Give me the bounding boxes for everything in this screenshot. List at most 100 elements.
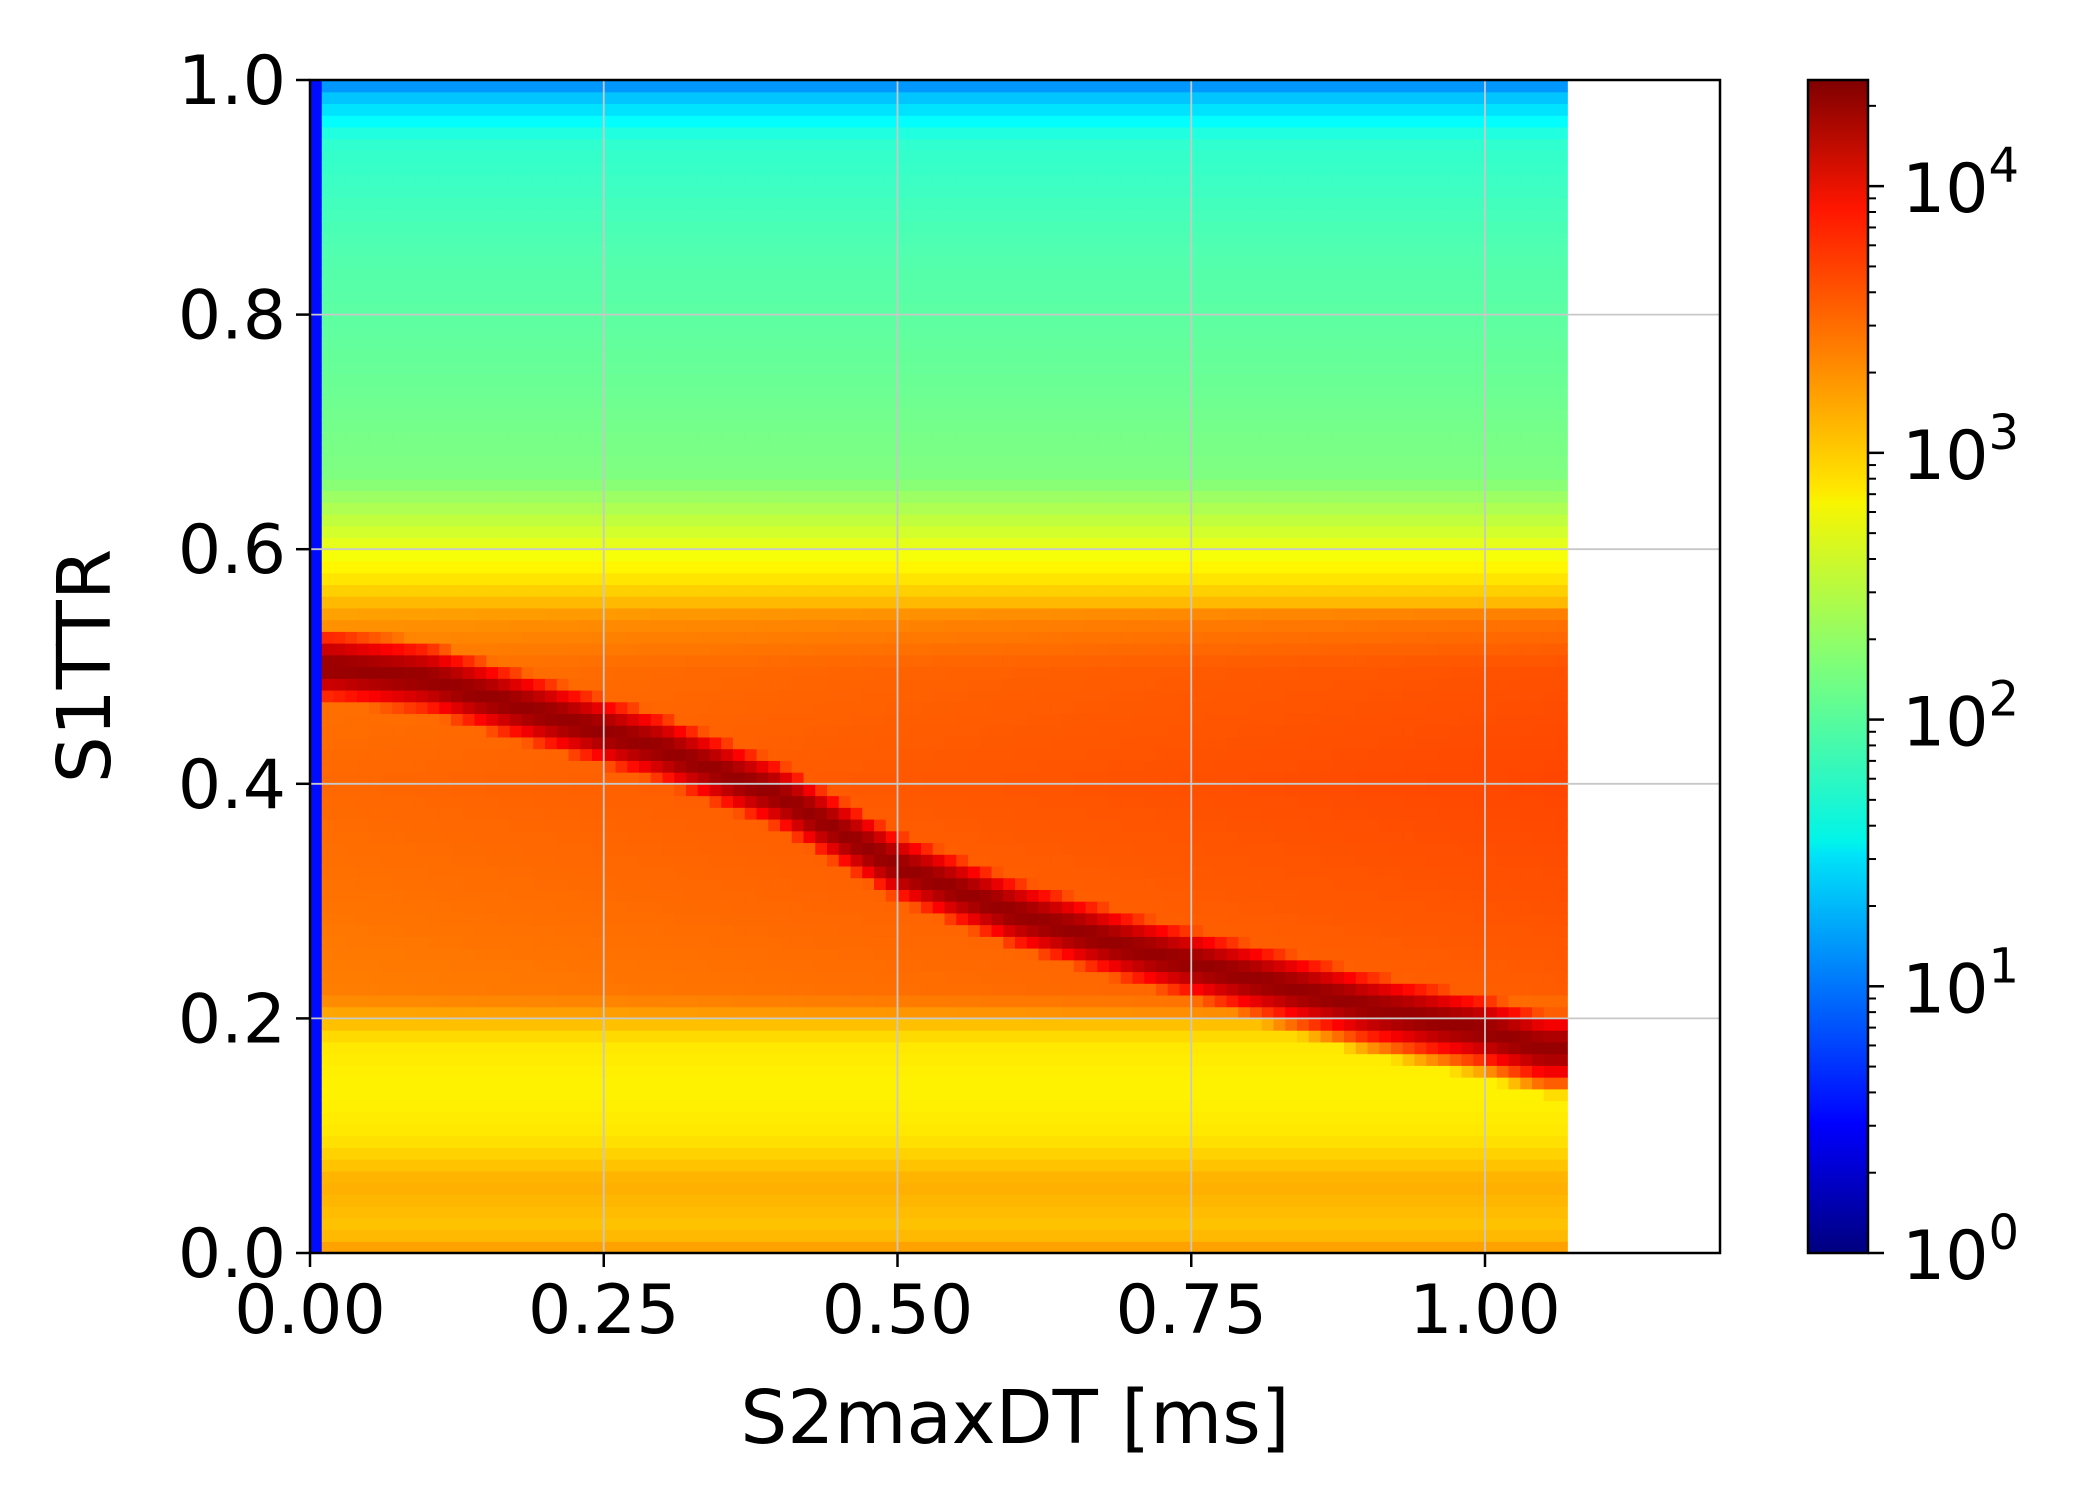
heatmap-cell <box>556 1112 570 1125</box>
heatmap-cell <box>451 255 464 269</box>
heatmap-cell <box>592 443 605 456</box>
heatmap-cell <box>392 619 405 632</box>
heatmap-cell <box>721 126 734 140</box>
heatmap-cell <box>345 1194 358 1207</box>
heatmap-cell <box>474 560 487 574</box>
heatmap-cell <box>521 150 534 163</box>
heatmap-cell <box>380 338 393 351</box>
heatmap-cell <box>874 936 887 949</box>
heatmap-cell <box>474 1123 487 1137</box>
heatmap-cell <box>662 502 675 515</box>
heatmap-cell <box>368 490 382 503</box>
heatmap-cell <box>498 783 511 797</box>
heatmap-cell <box>415 830 429 844</box>
heatmap-cell <box>838 889 852 902</box>
heatmap-cell <box>404 983 417 996</box>
heatmap-cell <box>850 936 863 949</box>
heatmap-cell <box>415 396 429 410</box>
heatmap-cell <box>357 103 370 116</box>
heatmap-cell <box>697 619 711 632</box>
heatmap-cell <box>310 994 323 1008</box>
heatmap-cell <box>791 396 805 410</box>
heatmap-cell <box>627 912 640 926</box>
heatmap-cell <box>415 514 429 527</box>
heatmap-cell <box>650 560 664 574</box>
heatmap-cell <box>357 302 370 316</box>
heatmap-cell <box>627 91 640 105</box>
heatmap-cell <box>756 1147 769 1160</box>
heatmap-cell <box>380 889 393 902</box>
heatmap-cell <box>709 396 722 410</box>
heatmap-cell <box>380 173 393 187</box>
heatmap-cell <box>568 537 581 550</box>
heatmap-cell <box>580 901 593 914</box>
heatmap-cell <box>733 959 746 973</box>
heatmap-cell <box>627 936 640 949</box>
heatmap-cell <box>333 267 346 281</box>
heatmap-cell <box>662 971 675 984</box>
heatmap-cell <box>697 338 711 351</box>
heatmap-cell <box>639 807 652 820</box>
heatmap-cell <box>415 1077 429 1090</box>
heatmap-cell <box>697 267 711 281</box>
heatmap-cell <box>404 1123 417 1137</box>
heatmap-cell <box>533 1077 546 1090</box>
heatmap-cell <box>556 126 570 140</box>
heatmap-cell <box>862 1182 875 1195</box>
heatmap-cell <box>533 502 546 515</box>
heatmap-cell <box>568 478 581 492</box>
heatmap-cell <box>850 912 863 926</box>
heatmap-cell <box>486 1159 499 1172</box>
heatmap-cell <box>674 244 687 257</box>
heatmap-cell <box>603 338 617 351</box>
heatmap-cell <box>733 455 746 468</box>
heatmap-cell <box>321 314 335 327</box>
heatmap-cell <box>850 267 863 281</box>
heatmap-cell <box>427 279 440 292</box>
heatmap-cell <box>744 560 758 574</box>
heatmap-cell <box>650 865 664 879</box>
heatmap-cell <box>768 1088 781 1102</box>
heatmap-cell <box>533 1182 546 1195</box>
heatmap-cell <box>498 854 511 867</box>
heatmap-cell <box>627 666 640 679</box>
heatmap-cell <box>451 924 464 937</box>
heatmap-cell <box>827 1006 840 1019</box>
heatmap-cell <box>404 126 417 140</box>
heatmap-cell <box>791 232 805 245</box>
heatmap-cell <box>780 373 793 386</box>
heatmap-cell <box>885 185 899 198</box>
heatmap-cell <box>321 772 335 785</box>
heatmap-cell <box>486 173 499 187</box>
heatmap-cell <box>838 877 852 890</box>
heatmap-cell <box>650 1135 664 1149</box>
heatmap-cell <box>815 725 828 738</box>
heatmap-cell <box>368 209 382 222</box>
heatmap-cell <box>415 607 429 621</box>
heatmap-cell <box>780 1112 793 1125</box>
heatmap-cell <box>533 1241 546 1253</box>
heatmap-cell <box>709 1077 722 1090</box>
heatmap-cell <box>521 596 534 609</box>
heatmap-cell <box>815 502 828 515</box>
heatmap-cell <box>568 1030 581 1043</box>
heatmap-cell <box>850 607 863 621</box>
heatmap-cell <box>686 842 699 855</box>
heatmap-cell <box>592 807 605 820</box>
heatmap-cell <box>885 889 899 902</box>
heatmap-cell <box>486 701 499 715</box>
heatmap-cell <box>744 936 758 949</box>
heatmap-cell <box>756 1182 769 1195</box>
heatmap-cell <box>850 244 863 257</box>
heatmap-cell <box>368 232 382 245</box>
heatmap-cell <box>768 1159 781 1172</box>
heatmap-cell <box>357 1241 370 1253</box>
heatmap-cell <box>404 865 417 879</box>
heatmap-cell <box>662 490 675 503</box>
heatmap-cell <box>721 912 734 926</box>
heatmap-cell <box>451 983 464 996</box>
heatmap-cell <box>451 994 464 1008</box>
heatmap-cell <box>498 924 511 937</box>
heatmap-cell <box>568 1194 581 1207</box>
heatmap-cell <box>521 877 534 890</box>
